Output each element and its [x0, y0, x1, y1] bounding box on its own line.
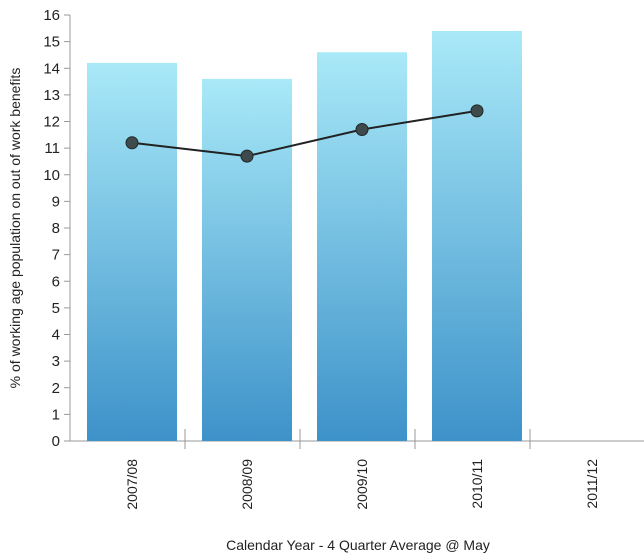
- y-tick-label: 13: [43, 87, 60, 104]
- y-tick-label: 12: [43, 114, 60, 131]
- trend-point: [355, 122, 369, 136]
- trend-point: [470, 104, 484, 118]
- x-tick-label: 2009/10: [354, 459, 370, 510]
- x-axis-title: Calendar Year - 4 Quarter Average @ May: [226, 537, 490, 553]
- trend-line: [131, 109, 478, 158]
- y-tick-label: 10: [43, 167, 60, 184]
- y-tick-label: 9: [52, 193, 60, 210]
- bar: [87, 62, 177, 442]
- y-tick-label: 4: [52, 327, 60, 344]
- y-tick-label: 0: [52, 433, 60, 450]
- y-tick-label: 7: [52, 247, 60, 264]
- trend-point: [125, 136, 139, 150]
- x-tick-label: 2011/12: [584, 459, 600, 509]
- x-tick-label: 2008/09: [239, 459, 255, 510]
- y-tick-label: 14: [43, 60, 60, 77]
- y-tick-label: 5: [52, 300, 60, 317]
- bar: [432, 30, 522, 441]
- y-tick-label: 1: [52, 406, 60, 423]
- x-tick-label: 2010/11: [469, 459, 485, 509]
- y-tick-label: 11: [44, 140, 60, 157]
- y-tick-label: 16: [43, 7, 60, 24]
- y-axis-title: % of working age population on out of wo…: [7, 68, 23, 389]
- trend-point: [240, 149, 254, 163]
- y-tick-label: 2: [52, 380, 60, 397]
- y-tick-label: 3: [52, 353, 60, 370]
- x-tick-label: 2007/08: [124, 459, 140, 510]
- bar: [202, 78, 292, 442]
- y-tick-label: 6: [52, 273, 60, 290]
- y-tick-label: 8: [52, 220, 60, 237]
- y-tick-label: 15: [43, 34, 60, 51]
- bar: [317, 52, 407, 442]
